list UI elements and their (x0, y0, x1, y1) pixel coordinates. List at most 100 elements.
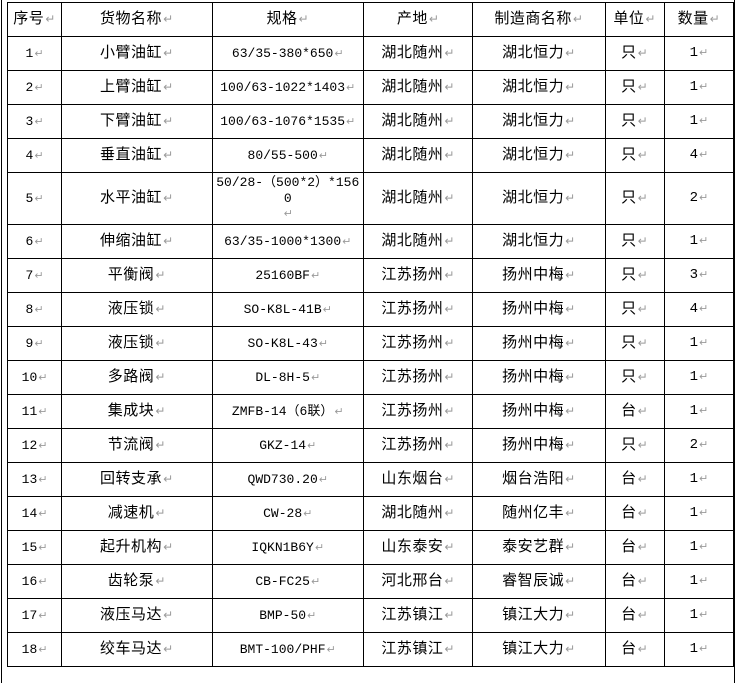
paragraph-mark-icon: ↵ (698, 190, 709, 204)
paragraph-mark-icon: ↵ (565, 472, 576, 487)
paragraph-mark-icon: ↵ (565, 404, 576, 419)
cell-index: 10↵ (6, 360, 63, 395)
cell-name: 节流阀↵ (61, 428, 213, 463)
paragraph-mark-icon: ↵ (444, 148, 455, 163)
cell-spec: 80/55-500↵ (211, 138, 364, 173)
cell-index: 1↵ (6, 36, 63, 71)
cell-index: 8↵ (6, 292, 63, 327)
cell-unit: 台↵ (604, 394, 665, 429)
paragraph-mark-icon: ↵ (38, 574, 48, 588)
cell-origin: 湖北随州↵ (362, 36, 474, 71)
table-row: 8↵ 液压锁↵ SO-K8L-41B↵ 江苏扬州↵ 扬州中梅↵ 只↵ 4↵ (6, 292, 735, 327)
paragraph-mark-icon: ↵ (34, 46, 44, 60)
column-header-index: 序号↵ (6, 2, 63, 37)
table-body: 1↵ 小臂油缸↵ 63/35-380*650↵ 湖北随州↵ 湖北恒力↵ 只↵ 1↵ 2↵ 上臂油… (6, 36, 735, 667)
paragraph-mark-icon: ↵ (163, 540, 174, 555)
column-header-origin: 产地↵ (362, 2, 474, 37)
paragraph-mark-icon: ↵ (314, 540, 325, 554)
paragraph-mark-icon: ↵ (444, 46, 455, 61)
paragraph-mark-icon: ↵ (310, 268, 321, 282)
paragraph-mark-icon: ↵ (444, 80, 455, 95)
cell-unit: 台↵ (604, 598, 665, 633)
paragraph-mark-icon: ↵ (637, 472, 649, 487)
paragraph-mark-icon: ↵ (155, 370, 166, 385)
cell-unit: 台↵ (604, 564, 665, 599)
cell-index: 6↵ (6, 224, 63, 259)
paragraph-mark-icon: ↵ (163, 642, 174, 657)
paragraph-mark-icon: ↵ (637, 114, 649, 129)
paragraph-mark-icon: ↵ (163, 114, 174, 129)
cell-qty: 1↵ (663, 360, 735, 395)
cell-maker: 湖北恒力↵ (472, 138, 606, 173)
cell-qty: 2↵ (663, 172, 735, 225)
cell-origin: 江苏镇江↵ (362, 598, 474, 633)
cell-origin: 江苏扬州↵ (362, 326, 474, 361)
table-row: 10↵ 多路阀↵ DL-8H-5↵ 江苏扬州↵ 扬州中梅↵ 只↵ 1↵ (6, 360, 735, 395)
paragraph-mark-icon: ↵ (163, 234, 174, 249)
cell-spec: 50/28-（500*2）*1560↵ (211, 172, 364, 225)
cell-name: 液压马达↵ (61, 598, 213, 633)
cell-origin: 江苏镇江↵ (362, 632, 474, 667)
cell-qty: 1↵ (663, 496, 735, 531)
cell-qty: 1↵ (663, 36, 735, 71)
paragraph-mark-icon: ↵ (698, 147, 709, 161)
paragraph-mark-icon: ↵ (565, 608, 576, 623)
cell-origin: 江苏扬州↵ (362, 360, 474, 395)
table-row: 16↵ 齿轮泵↵ CB-FC25↵ 河北邢台↵ 睿智辰诚↵ 台↵ 1↵ (6, 564, 735, 599)
paragraph-mark-icon: ↵ (444, 370, 455, 385)
cell-index: 15↵ (6, 530, 63, 565)
paragraph-mark-icon: ↵ (637, 336, 649, 351)
cell-unit: 只↵ (604, 360, 665, 395)
paragraph-mark-icon: ↵ (637, 268, 649, 283)
paragraph-mark-icon: ↵ (698, 335, 709, 349)
cell-maker: 湖北恒力↵ (472, 172, 606, 225)
cell-unit: 只↵ (604, 36, 665, 71)
cell-spec: CB-FC25↵ (211, 564, 364, 599)
paragraph-mark-icon: ↵ (444, 472, 455, 487)
paragraph-mark-icon: ↵ (163, 12, 174, 27)
paragraph-mark-icon: ↵ (38, 472, 48, 486)
goods-inventory-table: 序号↵ 货物名称↵ 规格↵ 产地↵ 制造商名称↵ 单位↵ 数量↵ 1↵ 小臂油缸↵ 63/35-… (6, 2, 735, 667)
page-border-left (1, 0, 2, 683)
paragraph-mark-icon: ↵ (38, 370, 48, 384)
table-row: 9↵ 液压锁↵ SO-K8L-43↵ 江苏扬州↵ 扬州中梅↵ 只↵ 1↵ (6, 326, 735, 361)
cell-maker: 湖北恒力↵ (472, 224, 606, 259)
cell-name: 上臂油缸↵ (61, 70, 213, 105)
paragraph-mark-icon: ↵ (34, 336, 44, 350)
cell-origin: 湖北随州↵ (362, 104, 474, 139)
cell-maker: 烟台浩阳↵ (472, 462, 606, 497)
paragraph-mark-icon: ↵ (45, 12, 56, 27)
paragraph-mark-icon: ↵ (38, 608, 48, 622)
paragraph-mark-icon: ↵ (428, 12, 440, 27)
cell-index: 13↵ (6, 462, 63, 497)
paragraph-mark-icon: ↵ (283, 207, 293, 221)
page-border-right (734, 0, 735, 683)
cell-origin: 湖北随州↵ (362, 224, 474, 259)
paragraph-mark-icon: ↵ (709, 12, 721, 27)
cell-origin: 湖北随州↵ (362, 172, 474, 225)
cell-index: 18↵ (6, 632, 63, 667)
cell-spec: DL-8H-5↵ (211, 360, 364, 395)
cell-spec: SO-K8L-41B↵ (211, 292, 364, 327)
paragraph-mark-icon: ↵ (155, 268, 166, 283)
paragraph-mark-icon: ↵ (645, 12, 656, 27)
table-row: 5↵ 水平油缸↵ 50/28-（500*2）*1560↵ 湖北随州↵ 湖北恒力↵ 只↵ 2↵ (6, 172, 735, 225)
column-header-spec: 规格↵ (211, 2, 364, 37)
cell-spec: 100/63-1022*1403↵ (211, 70, 364, 105)
cell-name: 液压锁↵ (61, 292, 213, 327)
cell-qty: 1↵ (663, 598, 735, 633)
cell-unit: 只↵ (604, 258, 665, 293)
paragraph-mark-icon: ↵ (565, 574, 576, 589)
cell-index: 7↵ (6, 258, 63, 293)
paragraph-mark-icon: ↵ (444, 540, 455, 555)
paragraph-mark-icon: ↵ (698, 573, 709, 587)
cell-name: 齿轮泵↵ (61, 564, 213, 599)
cell-qty: 1↵ (663, 70, 735, 105)
cell-spec: GKZ-14↵ (211, 428, 364, 463)
paragraph-mark-icon: ↵ (307, 608, 317, 622)
paragraph-mark-icon: ↵ (34, 302, 44, 316)
paragraph-mark-icon: ↵ (38, 642, 48, 656)
cell-qty: 1↵ (663, 530, 735, 565)
cell-index: 2↵ (6, 70, 63, 105)
paragraph-mark-icon: ↵ (565, 148, 576, 163)
